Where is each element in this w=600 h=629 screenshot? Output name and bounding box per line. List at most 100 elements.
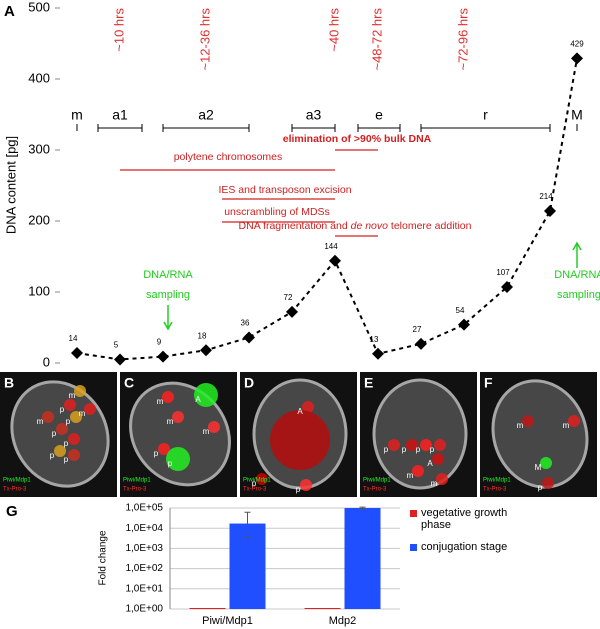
data-point [458, 318, 470, 331]
data-point [243, 331, 255, 344]
event-label: polytene chromosomes [174, 151, 283, 163]
panel-label: A [4, 3, 15, 20]
y-tick-label: 1,0E+05 [125, 503, 163, 514]
cell-label: p [66, 417, 71, 426]
sampling-label: DNA/RNA [143, 269, 193, 281]
cell-label: p [64, 455, 69, 464]
data-point [286, 305, 298, 318]
event-text: unscrambling of MDSs [224, 206, 330, 218]
error-bar [244, 511, 251, 538]
stain-label: Piwi/Mdp1 [483, 478, 511, 484]
panel-label: B [4, 375, 14, 391]
y-tick-label: 0 [43, 354, 50, 369]
cell-label: p [60, 405, 65, 414]
stain-label: Tx-Pro-3 [483, 487, 507, 493]
time-label: ~72-96 hrs [455, 8, 470, 71]
nucleus [166, 447, 190, 471]
y-tick-label: 300 [28, 141, 50, 156]
y-axis-label: DNA content [pg] [3, 136, 18, 234]
data-point [544, 205, 556, 218]
cell-label: p [50, 451, 55, 460]
bar [304, 608, 341, 609]
sampling-arrowhead [163, 321, 173, 331]
cell-label: m [431, 479, 438, 488]
bar [344, 508, 381, 609]
stage-label: e [375, 107, 383, 123]
value-label: 72 [284, 293, 293, 302]
event-label: IES and transposon excision [218, 184, 351, 196]
stage-label: a3 [306, 107, 322, 123]
cell-label: m [69, 391, 76, 400]
panel-label: E [364, 375, 373, 391]
event-text: IES and transposon excision [218, 184, 351, 196]
cell-label: p [168, 459, 173, 468]
stain-label: Piwi/Mdp1 [123, 478, 151, 484]
data-point [415, 337, 427, 350]
x-tick-label: Piwi/Mdp1 [202, 615, 253, 627]
y-tick-label: 400 [28, 70, 50, 85]
value-label: 429 [570, 40, 584, 49]
value-label: 107 [496, 268, 510, 277]
time-label: ~12-36 hrs [197, 8, 212, 71]
panel-label: D [244, 375, 254, 391]
bar [189, 608, 226, 609]
time-label: ~40 hrs [326, 8, 341, 52]
cell-label: m [407, 471, 414, 480]
event-label: unscrambling of MDSs [224, 206, 330, 218]
stain-label: Piwi/Mdp1 [3, 478, 31, 484]
nucleus [300, 479, 312, 491]
nucleus [158, 443, 170, 455]
nucleus [434, 439, 446, 451]
stage-label: r [483, 107, 488, 123]
data-point [114, 353, 126, 366]
nucleus [68, 449, 80, 461]
nucleus [302, 401, 314, 413]
y-tick-label: 100 [28, 283, 50, 298]
cell-label: m [517, 421, 524, 430]
nucleus [68, 433, 80, 445]
y-tick-label: 200 [28, 212, 50, 227]
cell-label: m [563, 421, 570, 430]
value-label: 13 [370, 335, 379, 344]
value-label: 144 [324, 242, 338, 251]
stain-label: Tx-Pro-3 [3, 487, 27, 493]
nucleus [208, 421, 220, 433]
sampling-label: sampling [146, 289, 190, 301]
event-label: elimination of >90% bulk DNA [283, 133, 432, 145]
data-point [71, 347, 83, 360]
cell-label: p [416, 445, 421, 454]
cell-label: p [402, 445, 407, 454]
nucleus [54, 445, 66, 457]
y-tick-label: 1,0E+02 [125, 563, 163, 574]
value-label: 27 [413, 325, 422, 334]
panel-label: G [6, 503, 18, 520]
nucleus [56, 423, 68, 435]
data-point [571, 52, 583, 65]
time-label: ~10 hrs [111, 8, 126, 52]
stain-label: Tx-Pro-3 [243, 487, 267, 493]
stain-label: Tx-Pro-3 [123, 487, 147, 493]
event-text: telomere addition [388, 220, 472, 232]
event-text: DNA fragmentation and [239, 220, 351, 232]
nucleus [436, 473, 448, 485]
event-text: de novo [351, 220, 389, 232]
data-point [501, 281, 513, 294]
y-axis-label: Fold change [98, 530, 109, 585]
y-tick-label: 1,0E+03 [125, 543, 163, 554]
data-point [157, 350, 169, 363]
sampling-arrowhead [572, 241, 582, 251]
nucleus [84, 403, 96, 415]
nucleus [420, 439, 432, 451]
cell-label: p [430, 445, 435, 454]
legend-label: conjugation stage [421, 541, 508, 553]
cell-label: A [195, 395, 201, 404]
cell-label: m [79, 409, 86, 418]
nucleus [412, 465, 424, 477]
cell-label: p [296, 485, 301, 494]
nucleus [74, 385, 86, 397]
nucleus [542, 477, 554, 489]
stage-label: a2 [198, 107, 214, 123]
y-tick-label: 1,0E+04 [125, 523, 163, 534]
